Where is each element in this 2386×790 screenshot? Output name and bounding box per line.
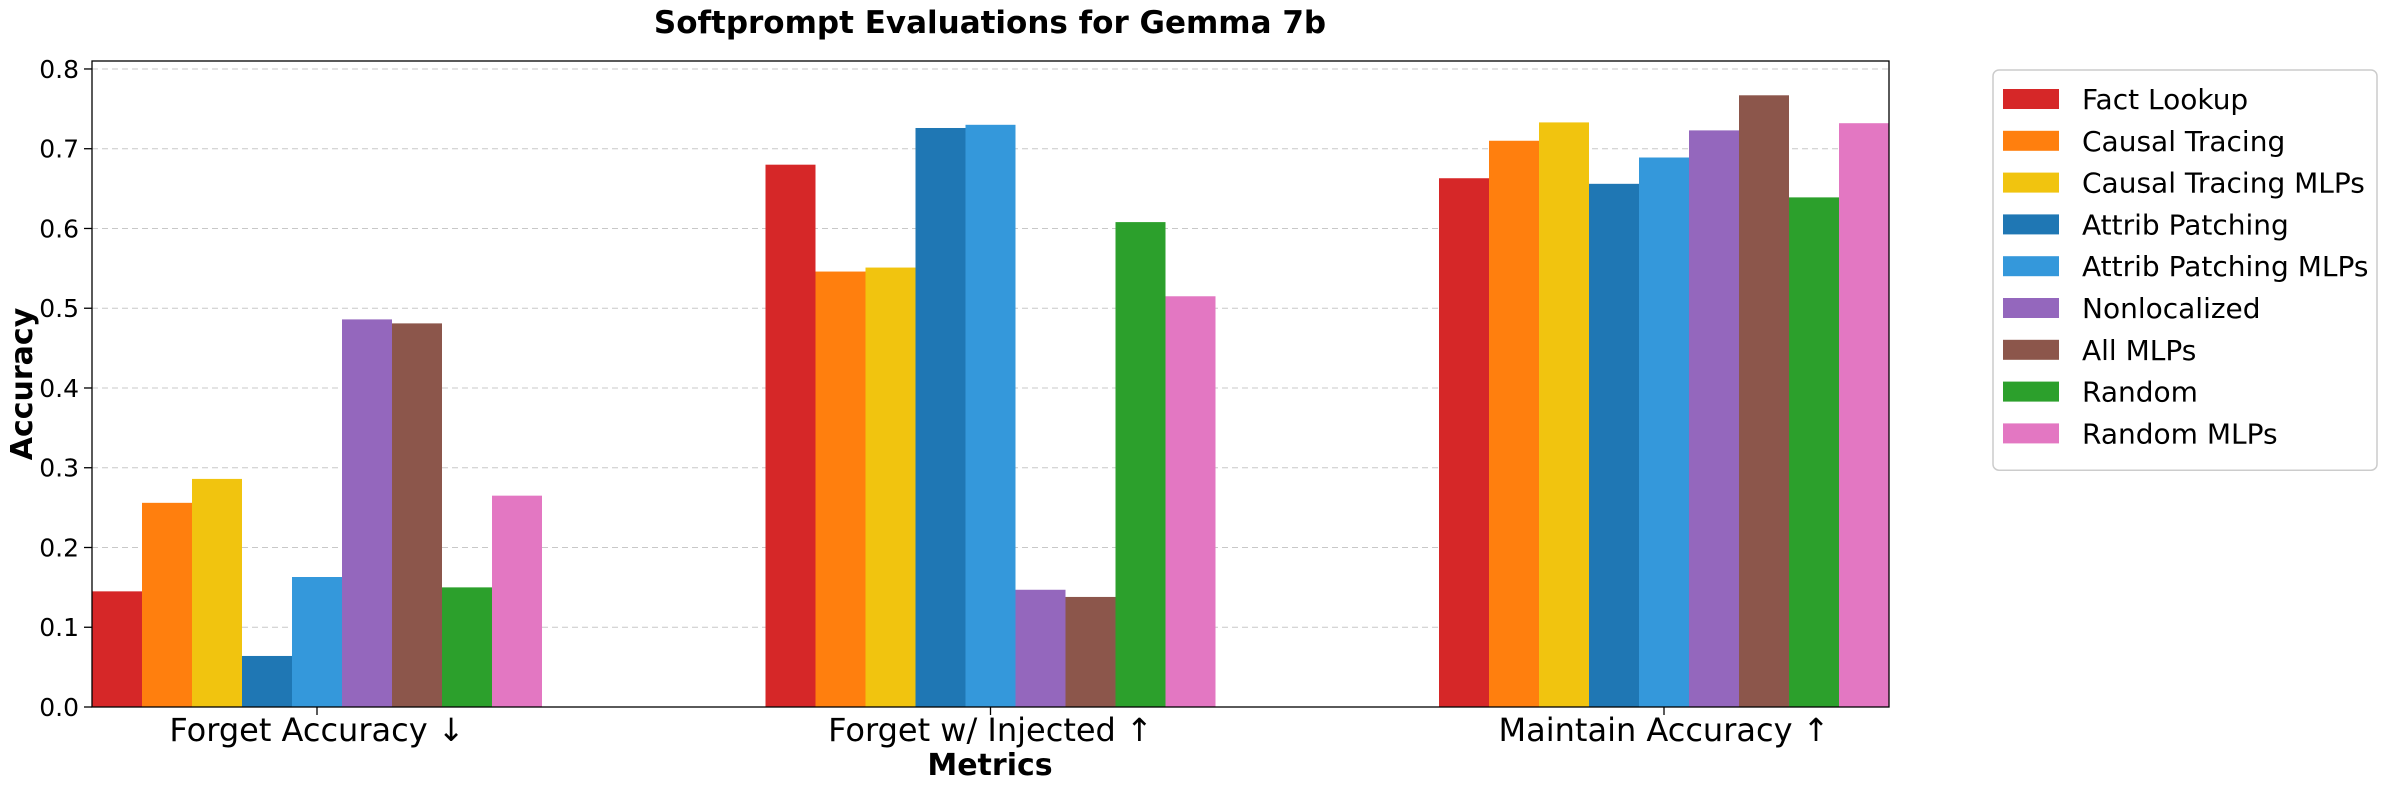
y-axis-label: Accuracy	[5, 307, 40, 460]
bar-nonlocalized	[342, 319, 392, 707]
bar-causal-tracing	[1489, 140, 1539, 708]
legend-label: Attrib Patching MLPs	[2082, 250, 2368, 283]
bars	[92, 95, 1889, 708]
x-tick-label: Forget Accuracy ↓	[169, 711, 464, 749]
bar-causal-tracing-mlps	[1539, 122, 1589, 708]
y-tick-label: 0.1	[39, 613, 79, 642]
legend: Fact Lookup Causal Tracing Causal Tracing …	[1992, 69, 2378, 471]
bar-fact-lookup	[92, 591, 142, 707]
y-tick-label: 0.2	[39, 533, 79, 562]
bar-all-mlps	[1065, 596, 1116, 707]
legend-swatch	[2003, 130, 2059, 151]
legend-swatch	[2003, 89, 2059, 109]
legend-swatch	[2003, 256, 2059, 277]
y-tick-label: 0.4	[39, 374, 79, 403]
legend-swatch	[2003, 339, 2059, 360]
legend-label: Random	[2082, 376, 2198, 409]
bar-random	[1789, 197, 1839, 707]
legend-label: Nonlocalized	[2082, 292, 2261, 325]
bar-attrib-patching-mlps	[292, 577, 342, 707]
y-tick-label: 0.3	[39, 454, 79, 483]
bar-attrib-patching	[915, 127, 966, 707]
bar-attrib-patching	[1589, 183, 1639, 707]
legend-box	[1992, 69, 2378, 471]
legend-swatch	[2003, 298, 2059, 318]
chart-title: Softprompt Evaluations for Gemma 7b	[654, 5, 1326, 41]
bar-random	[1115, 222, 1166, 707]
legend-swatch	[2003, 381, 2059, 402]
bar-attrib-patching	[242, 655, 292, 707]
legend-swatch	[2003, 423, 2059, 444]
bar-nonlocalized	[1689, 130, 1739, 707]
y-tick-label: 0.5	[39, 294, 79, 323]
legend-label: Causal Tracing MLPs	[2082, 167, 2365, 200]
bar-random-mlps	[1165, 296, 1216, 707]
legend-label: Attrib Patching	[2082, 208, 2289, 241]
bar-random-mlps	[492, 495, 542, 707]
bar-causal-tracing	[815, 271, 866, 707]
y-tick-label: 0.7	[39, 135, 79, 164]
legend-label: Fact Lookup	[2082, 83, 2248, 116]
bar-nonlocalized	[1015, 589, 1066, 707]
y-tick-label: 0.6	[39, 214, 79, 243]
legend-swatch	[2003, 214, 2059, 235]
bar-attrib-patching-mlps	[1639, 157, 1689, 708]
x-tick-label: Forget w/ Injected ↑	[828, 711, 1153, 749]
x-axis-label: Metrics	[927, 748, 1052, 783]
legend-label: All MLPs	[2082, 334, 2196, 367]
bar-causal-tracing-mlps	[192, 478, 242, 707]
bar-attrib-patching-mlps	[965, 124, 1016, 707]
bar-causal-tracing-mlps	[865, 267, 916, 707]
bar-fact-lookup	[765, 164, 816, 707]
bar-all-mlps	[392, 323, 442, 707]
y-tick-label: 0.0	[39, 693, 79, 722]
y-axis-ticks: 0.0 0.1 0.2 0.3 0.4 0.5 0.6 0.7 0.8	[39, 55, 92, 722]
x-tick-label: Maintain Accuracy ↑	[1499, 711, 1830, 749]
legend-label: Random MLPs	[2082, 417, 2278, 450]
y-tick-label: 0.8	[39, 55, 79, 84]
bar-causal-tracing	[142, 502, 192, 707]
x-axis-ticks: Forget Accuracy ↓ Forget w/ Injected ↑ Mai…	[169, 707, 1829, 749]
bar-random-mlps	[1839, 123, 1889, 708]
legend-label: Causal Tracing	[2082, 125, 2285, 158]
bar-fact-lookup	[1439, 178, 1489, 707]
bar-random	[442, 587, 492, 707]
bar-all-mlps	[1739, 95, 1789, 708]
legend-swatch	[2003, 172, 2059, 193]
